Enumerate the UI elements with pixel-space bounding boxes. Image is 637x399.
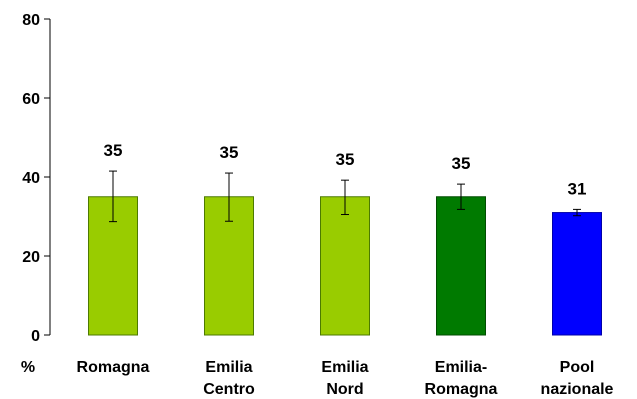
data-label: 31 [568,179,587,198]
data-label: 35 [452,154,471,173]
x-tick-label: Emilia- Romagna [425,359,498,398]
x-tick-label: Emilia Centro [203,359,255,398]
x-tick-label-line: Pool [560,359,595,376]
bar [436,196,486,336]
data-label: 35 [220,143,239,162]
x-tick-label-line: Romagna [77,359,150,376]
y-unit-label: % [21,359,35,376]
x-tick-label-line: Romagna [425,381,498,398]
data-label: 35 [336,150,355,169]
x-tick-label-line: Nord [326,381,363,398]
y-tick-label: 60 [22,91,40,108]
y-tick-label: 40 [22,170,40,187]
x-tick-label-line: Emilia [321,359,368,376]
x-tick-label: Romagna [77,359,150,376]
x-axis: Romagna Emilia Centro Emilia Nord Emilia- Roma… [77,359,614,398]
x-tick-label-line: Emilia- [435,359,487,376]
data-label: 35 [104,141,123,160]
y-tick-label: 80 [22,12,40,29]
x-tick-label-line: nazionale [541,381,614,398]
x-tick-label-line: Centro [203,381,255,398]
bar [552,212,602,336]
y-tick-label: 20 [22,249,40,266]
x-tick-label: Emilia Nord [321,359,368,398]
bar [320,196,370,336]
bars: 35 35 35 35 31 [88,141,602,336]
x-tick-label-line: Emilia [205,359,252,376]
y-tick-label: 0 [31,328,40,345]
x-tick-label: Pool nazionale [541,359,614,398]
y-axis: 0 20 40 60 80% [21,12,51,376]
